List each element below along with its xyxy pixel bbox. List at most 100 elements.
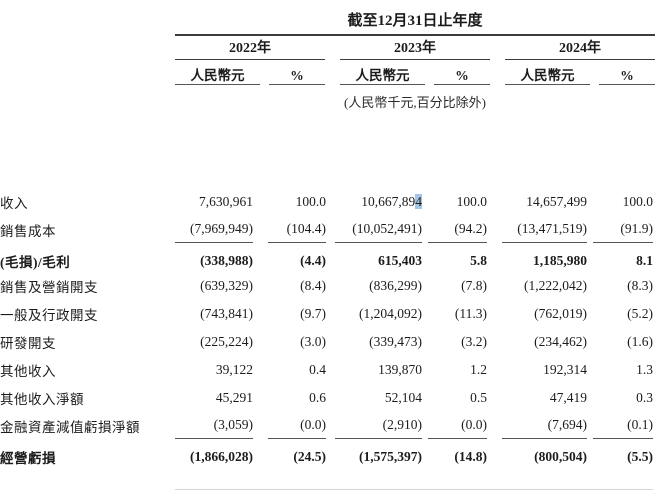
cell-2023-percent: 1.2	[470, 362, 487, 377]
cell-2023-percent: (94.2)	[428, 218, 487, 243]
cell-2024-amount: (13,471,519)	[502, 218, 587, 243]
year-group-2024: 2024年 人民幣元 %	[505, 36, 655, 85]
cell-2023-amount: 10,667,894	[335, 191, 422, 213]
cell-2023-amount: 52,104	[384, 390, 422, 405]
cell-2023-amount: (339,473)	[369, 334, 422, 349]
cell-2024-percent: (5.2)	[627, 306, 653, 321]
cell-2022-percent: (8.4)	[300, 278, 326, 293]
percent-column-header: %	[269, 61, 325, 85]
column-headers-2023: 人民幣元 %	[340, 61, 490, 85]
cell-2023-amount: (836,299)	[369, 278, 422, 293]
cell-2024-percent: (1.6)	[627, 334, 653, 349]
unit-note: (人民幣千元,百分比除外)	[344, 95, 486, 110]
cell-2022-percent: 100.0	[295, 194, 326, 209]
cell-2024-amount: 192,314	[543, 362, 587, 377]
cell-2024-percent: (0.1)	[593, 414, 653, 439]
year-label-2023: 2023年	[340, 36, 490, 60]
cell-2023-percent: (11.3)	[454, 306, 487, 321]
row-label: (毛損)/毛利	[0, 255, 71, 270]
column-headers-2022: 人民幣元 %	[175, 61, 325, 85]
cell-2023-amount: (2,910)	[335, 414, 422, 439]
cell-2024-amount: 1,185,980	[533, 253, 587, 268]
cell-2022-amount: (3,059)	[175, 414, 253, 439]
cell-2023-percent: (0.0)	[428, 414, 487, 439]
year-label-2022: 2022年	[175, 36, 325, 60]
cell-2022-amount: 45,291	[215, 390, 253, 405]
financial-table: 收入 7,630,961 100.0 10,667,894 100.0 14,6…	[0, 188, 653, 468]
cell-2023-amount: 615,403	[378, 253, 422, 268]
amount-column-header: 人民幣元	[340, 61, 425, 85]
cell-2024-percent: (5.5)	[627, 449, 653, 464]
cell-2024-percent: 0.3	[636, 390, 653, 405]
row-label: 研發開支	[0, 336, 56, 351]
cell-2023-amount: (1,575,397)	[359, 449, 422, 464]
cell-2022-amount: (225,224)	[200, 334, 253, 349]
year-header-row: 2022年 人民幣元 % 2023年 人民幣元 % 2024年 人民幣元 %	[175, 36, 655, 85]
bottom-rule	[175, 489, 653, 490]
percent-column-header: %	[434, 61, 490, 85]
text-selection-highlight: 4	[415, 194, 422, 209]
cell-2024-percent: 8.1	[636, 253, 653, 268]
cell-2022-amount: (743,841)	[200, 306, 253, 321]
cell-2022-amount: (1,866,028)	[190, 449, 253, 464]
cell-2024-amount: (7,694)	[502, 414, 587, 439]
row-rnd-expenses: 研發開支 (225,224) (3.0) (339,473) (3.2) (23…	[0, 328, 653, 356]
row-label: 一般及行政開支	[0, 308, 98, 323]
row-label: 經營虧損	[0, 451, 56, 466]
cell-2023-percent: (14.8)	[454, 449, 487, 464]
cell-2024-percent: 100.0	[622, 194, 653, 209]
row-cost-of-sales: 銷售成本 (7,969,949) (104.4) (10,052,491) (9…	[0, 216, 653, 244]
revenue-2023-prefix: 10,667,89	[361, 194, 416, 209]
cell-2024-percent: (8.3)	[627, 278, 653, 293]
cell-2023-amount: 139,870	[378, 362, 422, 377]
cell-2024-amount: 14,657,499	[526, 194, 587, 209]
row-label: 收入	[0, 196, 28, 211]
cell-2022-amount: (338,988)	[200, 253, 253, 268]
cell-2022-percent: 0.4	[309, 362, 326, 377]
row-label: 金融資產減值虧損淨額	[0, 420, 140, 435]
year-label-2024: 2024年	[505, 36, 655, 60]
table-header: 截至12月31日止年度 2022年 人民幣元 % 2023年 人民幣元 % 20…	[175, 0, 655, 111]
cell-2023-percent: 100.0	[456, 194, 487, 209]
cell-2024-amount: (800,504)	[534, 449, 587, 464]
cell-2023-percent: (3.2)	[461, 334, 487, 349]
cell-2024-percent: (91.9)	[593, 218, 653, 243]
row-label: 其他收入	[0, 364, 56, 379]
cell-2022-amount: 39,122	[215, 362, 253, 377]
cell-2022-percent: (0.0)	[268, 414, 326, 439]
cell-2022-percent: (4.4)	[300, 253, 326, 268]
cell-2022-amount: (639,329)	[200, 278, 253, 293]
row-label: 銷售及營銷開支	[0, 280, 98, 295]
amount-column-header: 人民幣元	[175, 61, 260, 85]
column-headers-2024: 人民幣元 %	[505, 61, 655, 85]
row-general-admin-expenses: 一般及行政開支 (743,841) (9.7) (1,204,092) (11.…	[0, 300, 653, 328]
cell-2022-percent: (24.5)	[293, 449, 326, 464]
table-title: 截至12月31日止年度	[175, 0, 655, 36]
percent-column-header: %	[599, 61, 655, 85]
cell-2024-amount: (234,462)	[534, 334, 587, 349]
row-impairment-losses: 金融資產減值虧損淨額 (3,059) (0.0) (2,910) (0.0) (…	[0, 412, 653, 440]
row-other-net-income: 其他收入淨額 45,291 0.6 52,104 0.5 47,419 0.3	[0, 384, 653, 412]
row-label: 其他收入淨額	[0, 392, 84, 407]
year-group-2022: 2022年 人民幣元 %	[175, 36, 325, 85]
cell-2024-amount: 47,419	[549, 390, 587, 405]
cell-2023-amount: (1,204,092)	[359, 306, 422, 321]
cell-2023-percent: 0.5	[470, 390, 487, 405]
row-selling-marketing-expenses: 銷售及營銷開支 (639,329) (8.4) (836,299) (7.8) …	[0, 272, 653, 300]
cell-2022-amount: (7,969,949)	[175, 218, 253, 243]
cell-2023-percent: 5.8	[470, 253, 487, 268]
year-group-2023: 2023年 人民幣元 %	[340, 36, 490, 85]
cell-2024-amount: (1,222,042)	[524, 278, 587, 293]
amount-column-header: 人民幣元	[505, 61, 590, 85]
cell-2024-amount: (762,019)	[534, 306, 587, 321]
row-gross-profit: (毛損)/毛利 (338,988) (4.4) 615,403 5.8 1,18…	[0, 244, 653, 272]
cell-2023-percent: (7.8)	[461, 278, 487, 293]
cell-2023-amount: (10,052,491)	[335, 218, 422, 243]
cell-2022-percent: (9.7)	[300, 306, 326, 321]
cell-2024-percent: 1.3	[636, 362, 653, 377]
cell-2022-percent: (3.0)	[300, 334, 326, 349]
cell-2022-percent: 0.6	[309, 390, 326, 405]
row-other-income: 其他收入 39,122 0.4 139,870 1.2 192,314 1.3	[0, 356, 653, 384]
cell-2022-percent: (104.4)	[268, 218, 326, 243]
